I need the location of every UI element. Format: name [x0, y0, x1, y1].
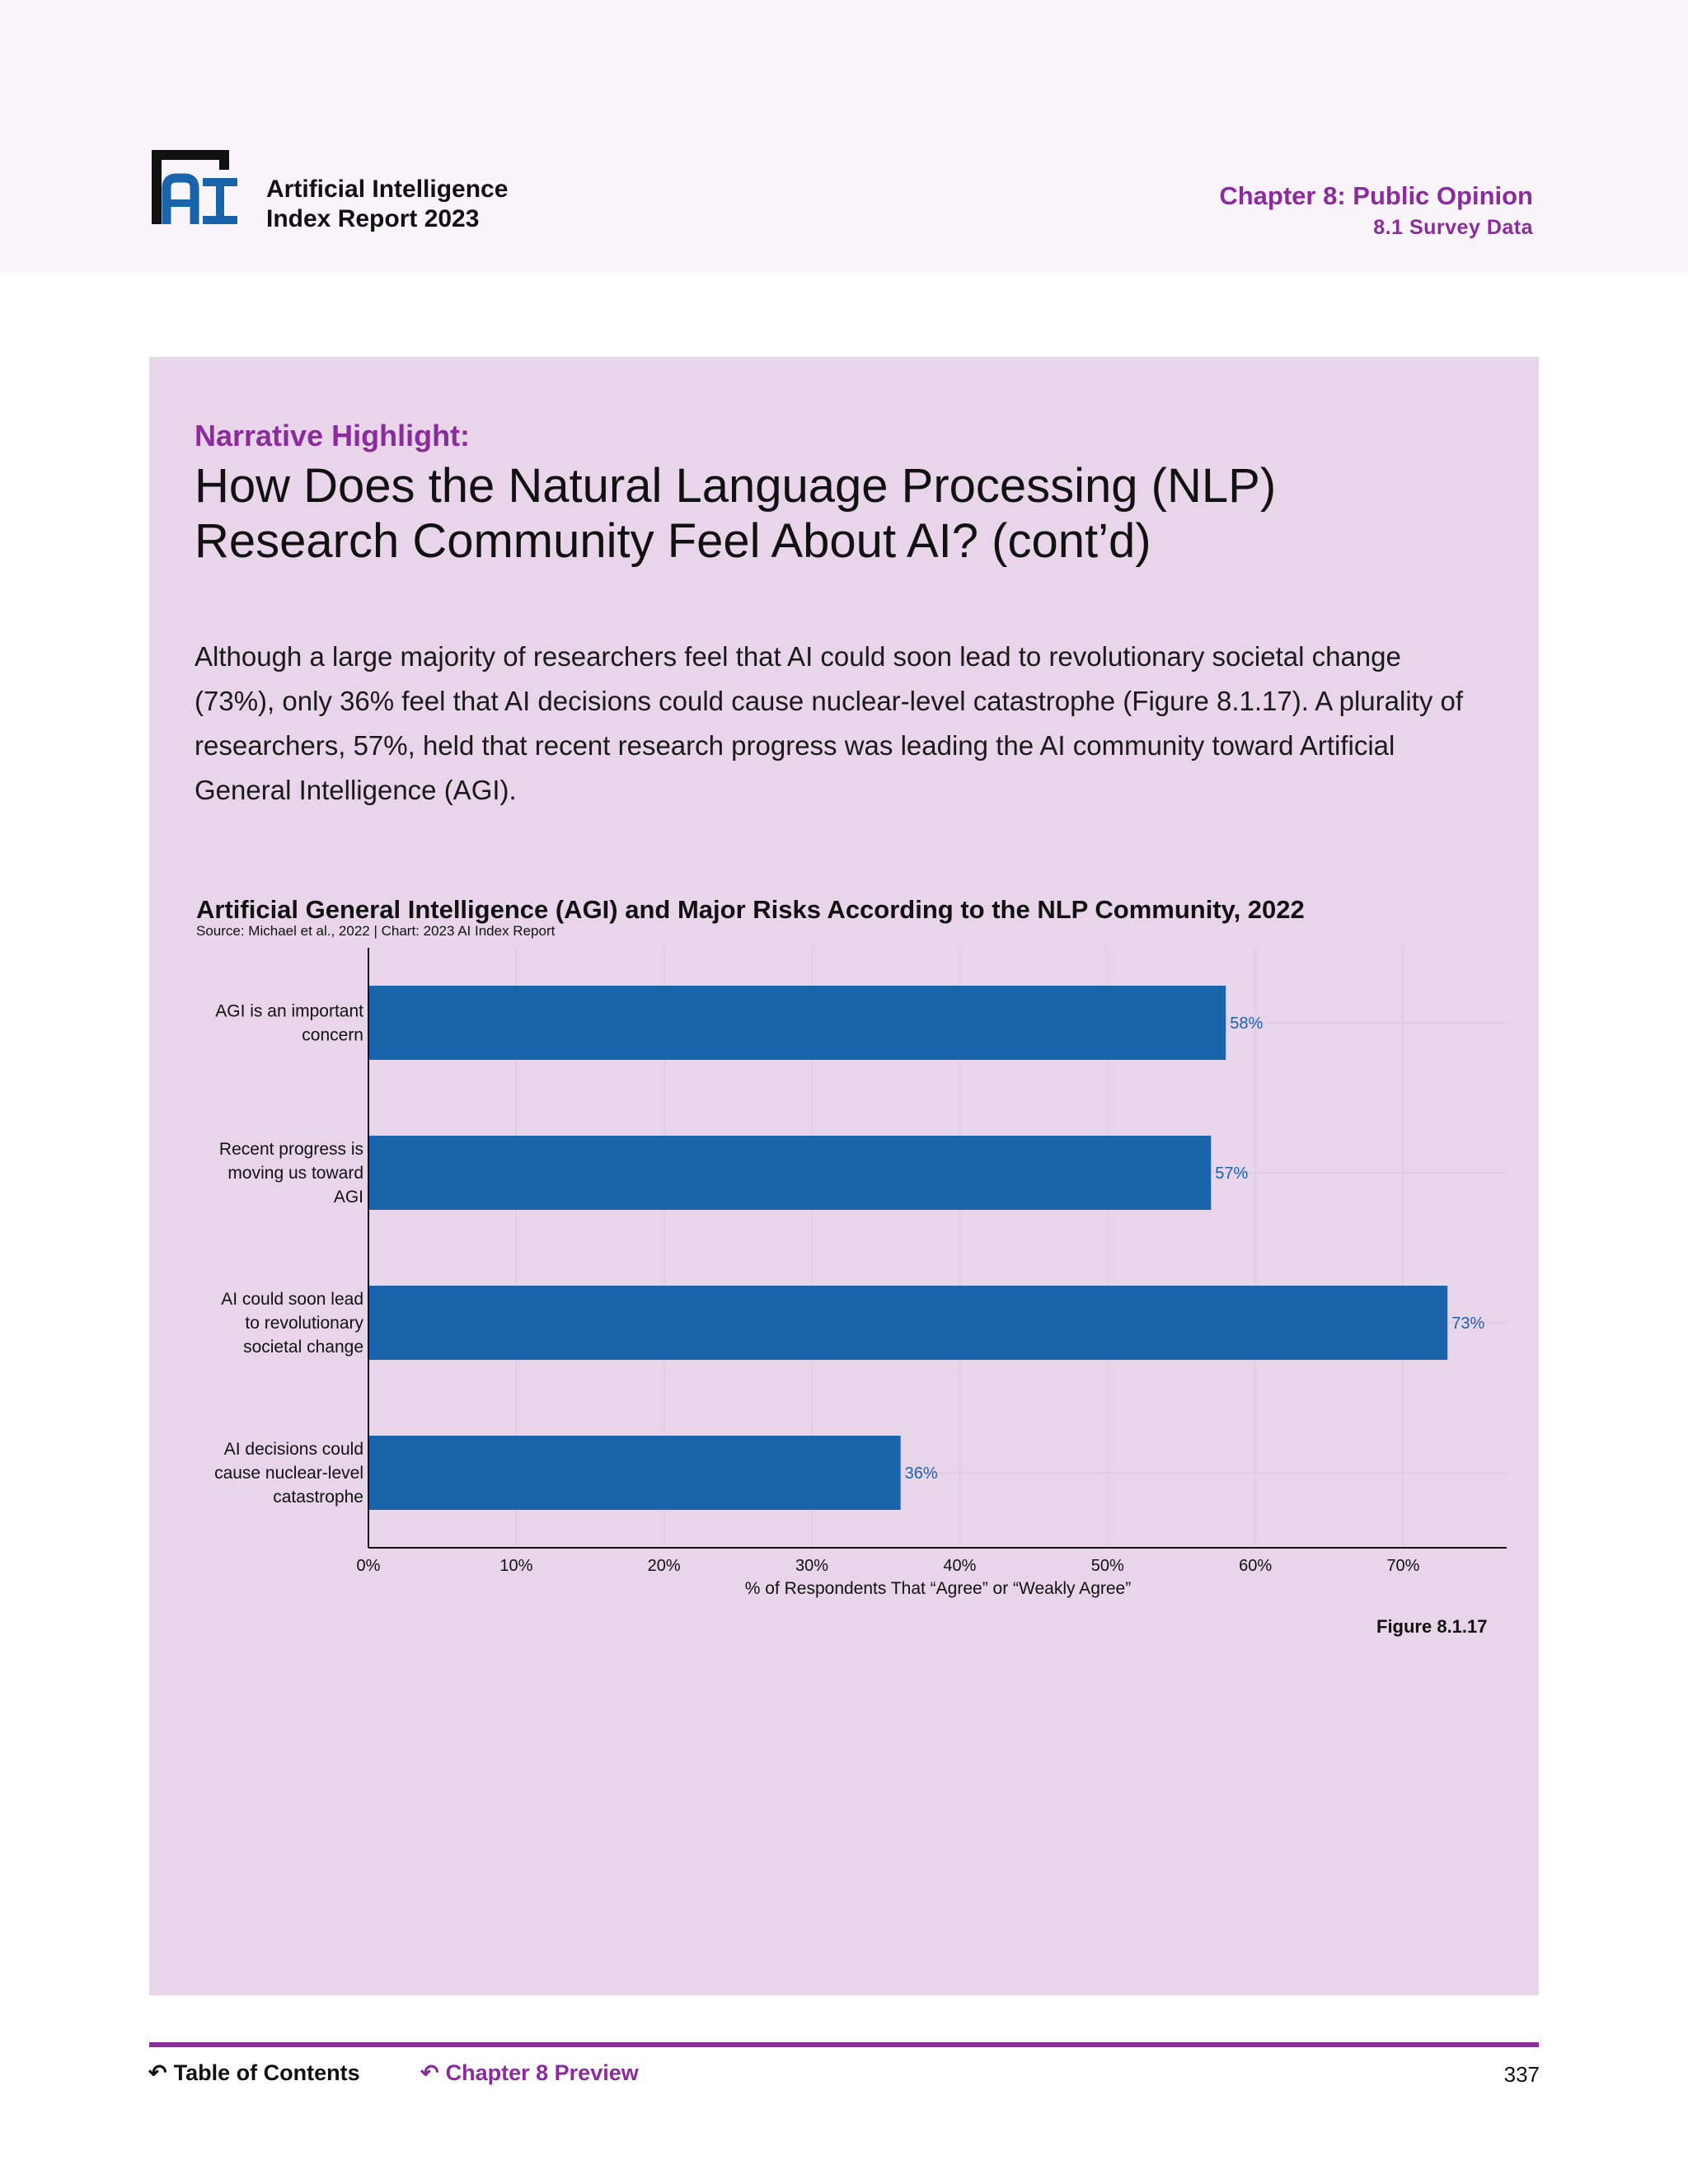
- x-tick-label: 40%: [943, 1557, 976, 1575]
- narrative-eyebrow: Narrative Highlight:: [195, 419, 471, 452]
- bar: [368, 1136, 1212, 1210]
- chapter-title: Chapter 8: Public Opinion: [1219, 181, 1533, 210]
- category-label: AGI: [334, 1188, 363, 1207]
- report-brand: Artificial Intelligence Index Report 202…: [266, 175, 508, 234]
- x-tick-label: 60%: [1239, 1557, 1272, 1575]
- footer-rule: [149, 2042, 1539, 2047]
- category-label: cause nuclear-level: [214, 1464, 363, 1483]
- table-of-contents-link[interactable]: ↶ Table of Contents: [148, 2060, 360, 2086]
- category-label: moving us toward: [227, 1164, 363, 1183]
- data-label: 57%: [1215, 1165, 1248, 1183]
- headline-line-1: How Does the Natural Language Processing…: [195, 459, 1277, 513]
- x-tick-label: 50%: [1091, 1557, 1124, 1575]
- bar: [368, 1286, 1448, 1360]
- data-label: 73%: [1451, 1315, 1484, 1333]
- category-label: concern: [302, 1026, 363, 1045]
- brand-line-1: Artificial Intelligence: [266, 176, 509, 203]
- category-label: AI could soon lead: [221, 1290, 363, 1309]
- data-label: 58%: [1230, 1015, 1263, 1033]
- ai-index-logo: [152, 150, 237, 224]
- category-label: AGI is an important: [215, 1002, 363, 1021]
- x-axis-title: % of Respondents That “Agree” or “Weakly…: [745, 1579, 1131, 1598]
- category-label: catastrophe: [273, 1488, 363, 1507]
- data-label: 36%: [905, 1465, 938, 1483]
- x-tick-label: 0%: [357, 1557, 381, 1575]
- chart-title: Artificial General Intelligence (AGI) an…: [196, 895, 1305, 924]
- category-label: AI decisions could: [224, 1440, 363, 1459]
- chapter-heading: Chapter 8: Public Opinion 8.1 Survey Dat…: [1219, 180, 1533, 242]
- body-paragraph: Although a large majority of researchers…: [195, 641, 1464, 805]
- page-number: 337: [1503, 2062, 1540, 2087]
- header-band: [0, 0, 1688, 272]
- return-arrow-icon: ↶: [420, 2060, 439, 2085]
- x-tick-label: 20%: [648, 1557, 681, 1575]
- section-title: 8.1 Survey Data: [1373, 216, 1533, 239]
- category-label: societal change: [243, 1338, 363, 1357]
- preview-label: Chapter 8 Preview: [445, 2060, 639, 2085]
- chart-source: Source: Michael et al., 2022 | Chart: 20…: [196, 923, 556, 939]
- x-tick-label: 70%: [1386, 1557, 1419, 1575]
- category-label: Recent progress is: [219, 1140, 363, 1159]
- toc-label: Table of Contents: [173, 2060, 360, 2085]
- brand-line-2: Index Report 2023: [266, 205, 480, 232]
- headline-line-2: Research Community Feel About AI? (cont’…: [195, 514, 1151, 568]
- page-title: How Does the Natural Language Processing…: [195, 458, 1480, 569]
- category-label: to revolutionary: [245, 1314, 363, 1333]
- x-tick-label: 10%: [499, 1557, 532, 1575]
- bar: [368, 986, 1226, 1060]
- figure-label: Figure 8.1.17: [1376, 1616, 1488, 1637]
- bar: [368, 1436, 901, 1510]
- chapter-preview-link[interactable]: ↶ Chapter 8 Preview: [420, 2060, 639, 2086]
- return-arrow-icon: ↶: [148, 2060, 167, 2085]
- x-tick-label: 30%: [795, 1557, 828, 1575]
